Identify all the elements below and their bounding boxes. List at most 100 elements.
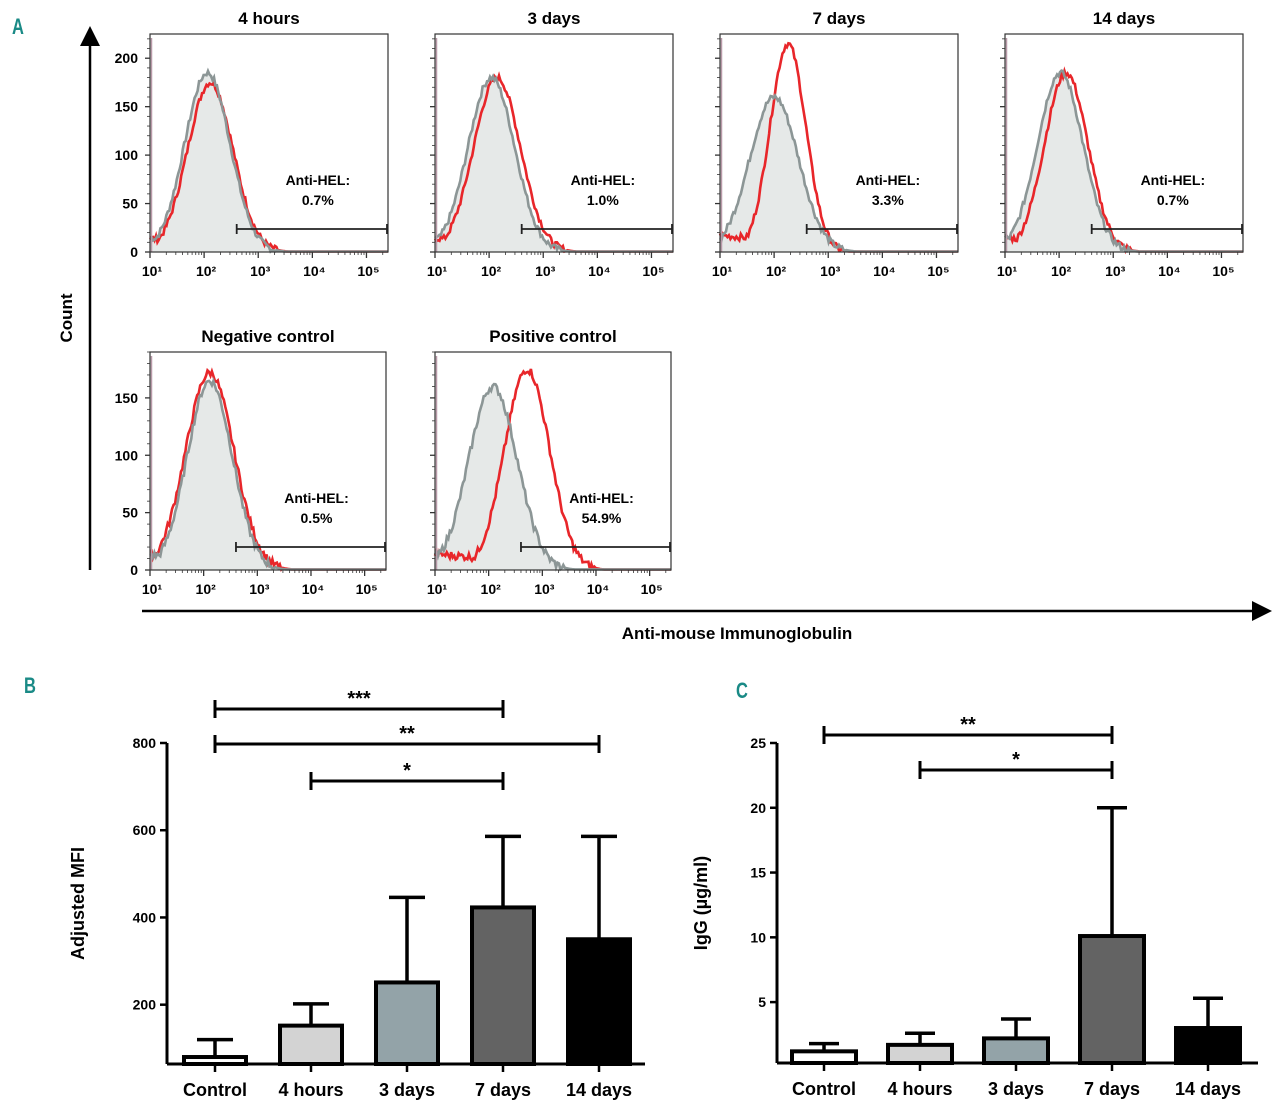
x-tick-label: 10³ [1105, 263, 1126, 279]
x-tick-label: 10¹ [997, 263, 1018, 279]
plot-frame [434, 351, 672, 571]
control-histogram-fill [150, 71, 388, 252]
x-tick-label: 10⁵ [356, 581, 378, 597]
histogram-title: 7 days [813, 9, 866, 28]
bar [1078, 934, 1146, 1065]
x-tick-label: 10¹ [712, 263, 733, 279]
y-tick-label: 150 [115, 99, 139, 115]
y-tick-label: 5 [758, 994, 766, 1010]
control-histogram-fill [150, 380, 386, 570]
x-tick-label: 10² [196, 263, 217, 279]
histogram-panel: 7 days 10¹ 10² 10³ 10⁴ 10⁵ Anti-HEL: 3.3% [712, 9, 959, 279]
significance-label: ** [960, 714, 976, 736]
category-label: 3 days [988, 1079, 1044, 1099]
x-tick-label: 10² [1051, 263, 1072, 279]
y-tick-label: 200 [133, 997, 157, 1013]
gate-percent: 0.5% [301, 510, 333, 526]
y-tick-label: 10 [750, 929, 766, 945]
y-tick-label: 15 [750, 865, 766, 881]
bar [566, 937, 632, 1067]
gate-label: Anti-HEL: [286, 172, 351, 188]
x-tick-label: 10⁵ [642, 263, 664, 279]
gate-percent: 54.9% [582, 510, 622, 526]
x-tick-label: 10² [196, 581, 217, 597]
y-tick-label: 0 [130, 562, 138, 578]
control-histogram-fill [720, 95, 958, 252]
x-tick-label: 10⁴ [588, 263, 611, 279]
y-axis-label: Adjusted MFI [68, 847, 88, 960]
bar [182, 1055, 248, 1066]
plot-frame [149, 351, 387, 571]
plot-frame [434, 33, 674, 253]
histogram-panel: 14 days 10¹ 10² 10³ 10⁴ 10⁵ Anti-HEL: 0.7% [997, 9, 1244, 279]
significance-label: * [1012, 749, 1020, 771]
histogram-title: 14 days [1093, 9, 1155, 28]
category-label: Control [792, 1079, 856, 1099]
gate-percent: 1.0% [587, 192, 619, 208]
x-tick-label: 10³ [250, 263, 271, 279]
y-tick-label: 600 [133, 822, 157, 838]
y-tick-label: 800 [133, 735, 157, 751]
gate-label: Anti-HEL: [569, 490, 634, 506]
count-axis-label: Count [57, 293, 76, 342]
panel-label-b: B [24, 673, 36, 698]
x-tick-label: 10² [481, 263, 502, 279]
bar-chart-c: IgG (µg/ml) 5 10 15 20 25 Control 4 hours 3 days… [691, 714, 1258, 1099]
significance-label: * [403, 760, 411, 782]
y-tick-label: 400 [133, 909, 157, 925]
histogram-panel: Positive control 10¹ 10² 10³ 10⁴ 10⁵ Anti-HEL:… [427, 327, 672, 597]
x-tick-label: 10⁵ [1212, 263, 1234, 279]
histogram-title: Positive control [489, 327, 617, 346]
x-tick-label: 10¹ [427, 263, 448, 279]
y-tick-label: 50 [122, 505, 138, 521]
category-label: 7 days [475, 1080, 531, 1100]
x-tick-label: 10⁵ [357, 263, 379, 279]
x-tick-label: 10³ [535, 263, 556, 279]
bar [982, 1036, 1050, 1066]
bar [886, 1042, 954, 1065]
bar-chart-b: Adjusted MFI 200 400 600 800 Control 4 hours 3 … [68, 688, 645, 1100]
y-tick-label: 100 [115, 147, 139, 163]
bar [1174, 1026, 1242, 1066]
gate-label: Anti-HEL: [856, 172, 921, 188]
histogram-panel: 3 days 10¹ 10² 10³ 10⁴ 10⁵ Anti-HEL: 1.0% [427, 9, 674, 279]
category-label: 4 hours [887, 1079, 952, 1099]
gate-label: Anti-HEL: [1141, 172, 1206, 188]
gate-percent: 0.7% [302, 192, 334, 208]
plot-frame [1004, 33, 1244, 253]
x-tick-label: 10⁵ [927, 263, 949, 279]
significance-label: ** [399, 723, 415, 745]
x-tick-label: 10² [481, 581, 502, 597]
x-tick-label: 10⁴ [1158, 263, 1181, 279]
y-axis-label: IgG (µg/ml) [691, 856, 711, 950]
x-tick-label: 10¹ [142, 263, 163, 279]
y-tick-label: 50 [122, 196, 138, 212]
x-tick-label: 10⁴ [873, 263, 896, 279]
histogram-title: 3 days [528, 9, 581, 28]
category-label: 4 hours [278, 1080, 343, 1100]
gate-percent: 3.3% [872, 192, 904, 208]
control-histogram-fill [1005, 70, 1243, 252]
bar [790, 1049, 858, 1066]
y-tick-label: 20 [750, 800, 766, 816]
significance-label: *** [347, 688, 371, 710]
gate-label: Anti-HEL: [284, 490, 349, 506]
bar [470, 905, 536, 1067]
histogram-title: Negative control [201, 327, 334, 346]
x-tick-label: 10⁴ [302, 581, 325, 597]
gate-label: Anti-HEL: [571, 172, 636, 188]
bar [278, 1023, 344, 1066]
plot-frame [719, 33, 959, 253]
y-tick-label: 200 [115, 50, 139, 66]
y-tick-label: 150 [115, 390, 139, 406]
x-tick-label: 10⁵ [641, 581, 663, 597]
y-tick-label: 0 [130, 244, 138, 260]
x-tick-label: 10² [766, 263, 787, 279]
x-tick-label: 10⁴ [303, 263, 326, 279]
histogram-panel: 4 hours 0 50 100 150 200 10¹ 10² 10³ 10⁴ 10⁵ Anti-H… [115, 9, 389, 279]
x-tick-label: 10¹ [427, 581, 448, 597]
panel-label-c: C [736, 678, 748, 703]
control-histogram-fill [435, 76, 673, 253]
gate-percent: 0.7% [1157, 192, 1189, 208]
